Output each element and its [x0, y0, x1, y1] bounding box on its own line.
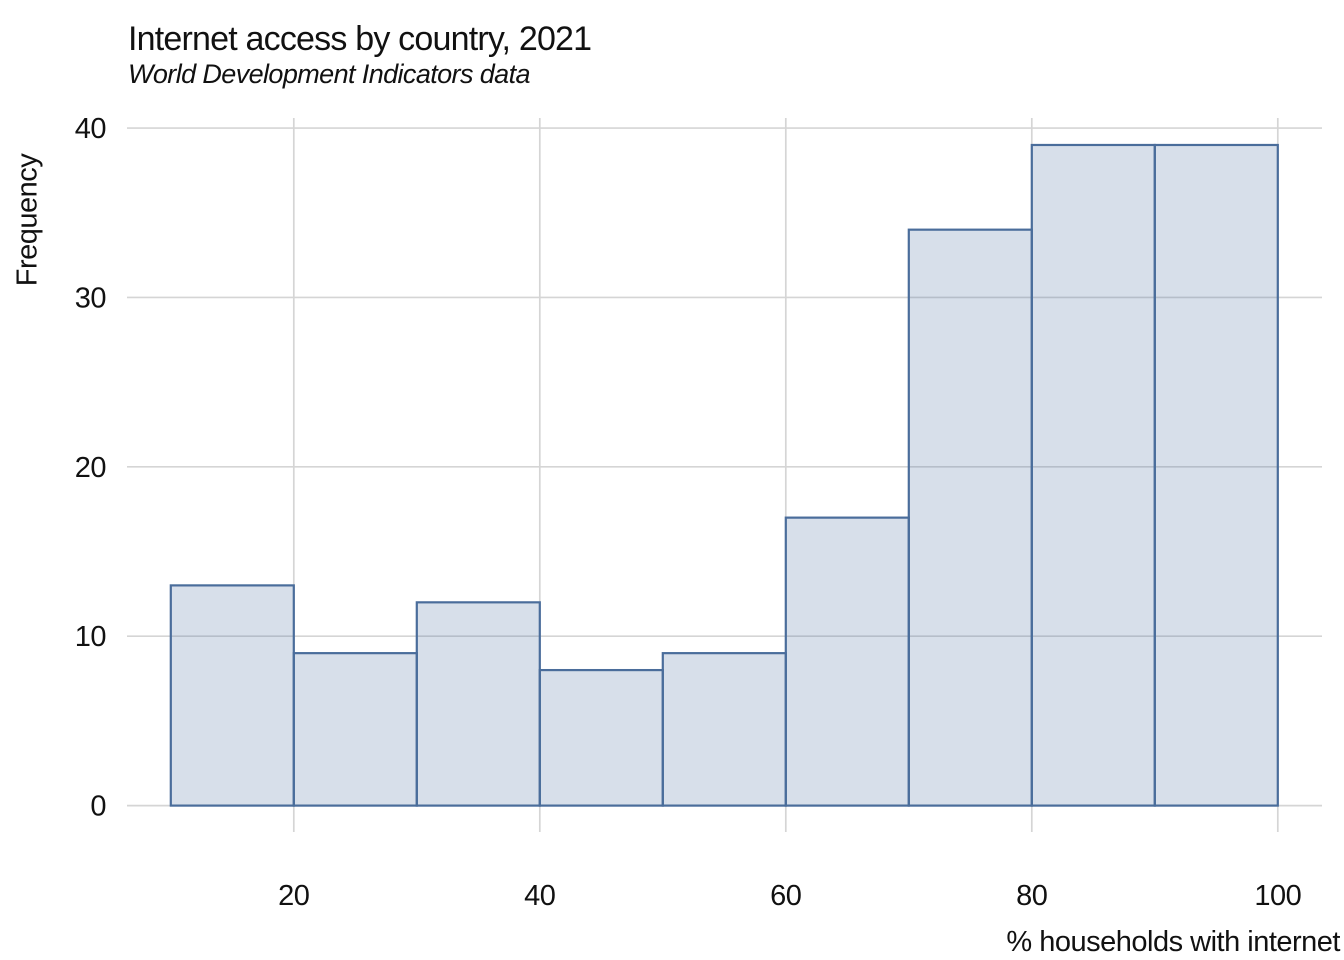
x-tick-label: 80	[1016, 880, 1047, 912]
y-tick-label: 30	[75, 282, 106, 314]
y-tick-label: 10	[75, 621, 106, 653]
histogram-bar	[661, 652, 787, 807]
histogram-bar	[415, 601, 541, 807]
histogram-bar	[538, 668, 664, 807]
y-tick-label: 20	[75, 452, 106, 484]
y-tick-label: 0	[90, 791, 106, 823]
histogram-bar	[784, 516, 910, 807]
histogram-bar	[292, 652, 418, 807]
y-tick-label: 40	[75, 113, 106, 145]
histogram-bar	[907, 228, 1033, 807]
histogram-bar	[1030, 143, 1156, 807]
x-tick-label: 60	[770, 880, 801, 912]
x-tick-label: 100	[1254, 880, 1301, 912]
x-tick-label: 20	[278, 880, 309, 912]
histogram-bar	[169, 584, 295, 807]
chart-title: Internet access by country, 2021	[128, 20, 592, 58]
x-axis-title: % households with internet	[1006, 926, 1340, 958]
chart-subtitle: World Development Indicators data	[128, 59, 531, 89]
histogram-bar	[1153, 143, 1279, 807]
x-tick-label: 40	[524, 880, 555, 912]
